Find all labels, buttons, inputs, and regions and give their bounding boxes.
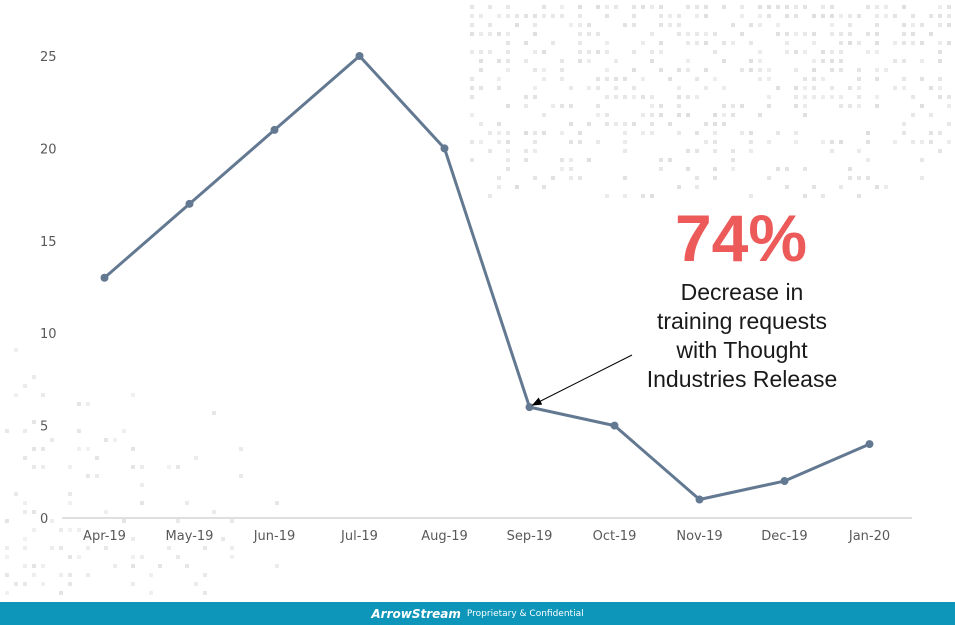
x-tick-label: Sep-19: [507, 529, 553, 544]
y-tick-label: 10: [40, 327, 57, 342]
callout-line-2: training requests: [656, 308, 828, 334]
x-tick-label: Apr-19: [83, 529, 126, 544]
footer-confidential-text: Proprietary & Confidential: [466, 608, 584, 619]
x-tick-label: May-19: [166, 529, 214, 544]
callout-text: Decrease in training requests with Thoug…: [620, 278, 864, 394]
data-point: [525, 403, 534, 412]
x-tick-label: Nov-19: [676, 529, 722, 544]
data-point: [865, 440, 874, 449]
y-tick-label: 15: [40, 235, 57, 250]
x-tick-label: Oct-19: [593, 529, 637, 544]
line-chart: 0 5 10 15 20 25 Apr-19 May-19 Jun-19 Jul-19 Aug-1…: [40, 50, 912, 544]
series-line: [103, 54, 871, 502]
data-point: [100, 273, 109, 282]
y-tick-label: 5: [40, 420, 48, 435]
x-tick-label: Aug-19: [421, 529, 468, 544]
footer-bar: ArrowStream Proprietary & Confidential: [0, 602, 955, 625]
x-tick-label: Dec-19: [761, 529, 807, 544]
y-tick-label: 25: [40, 50, 57, 65]
x-tick-label: Jul-19: [340, 529, 378, 544]
callout-line-3: with Thought: [676, 337, 808, 363]
callout-line-1: Decrease in: [680, 279, 804, 305]
callout-line-4: Industries Release: [646, 366, 838, 392]
data-point: [610, 421, 619, 430]
data-point: [270, 125, 279, 134]
y-tick-label: 20: [40, 142, 57, 157]
x-tick-label: Jun-19: [253, 529, 296, 544]
y-tick-label: 0: [40, 512, 48, 527]
data-point: [185, 199, 194, 208]
data-point: [695, 495, 704, 504]
callout-arrow: [531, 354, 633, 406]
brand-logo: ArrowStream: [371, 606, 461, 621]
callout-percentage: 74%: [674, 201, 808, 275]
data-point: [440, 144, 449, 153]
data-point: [780, 477, 789, 486]
x-tick-label: Jan-20: [848, 529, 890, 544]
data-point: [355, 52, 364, 60]
